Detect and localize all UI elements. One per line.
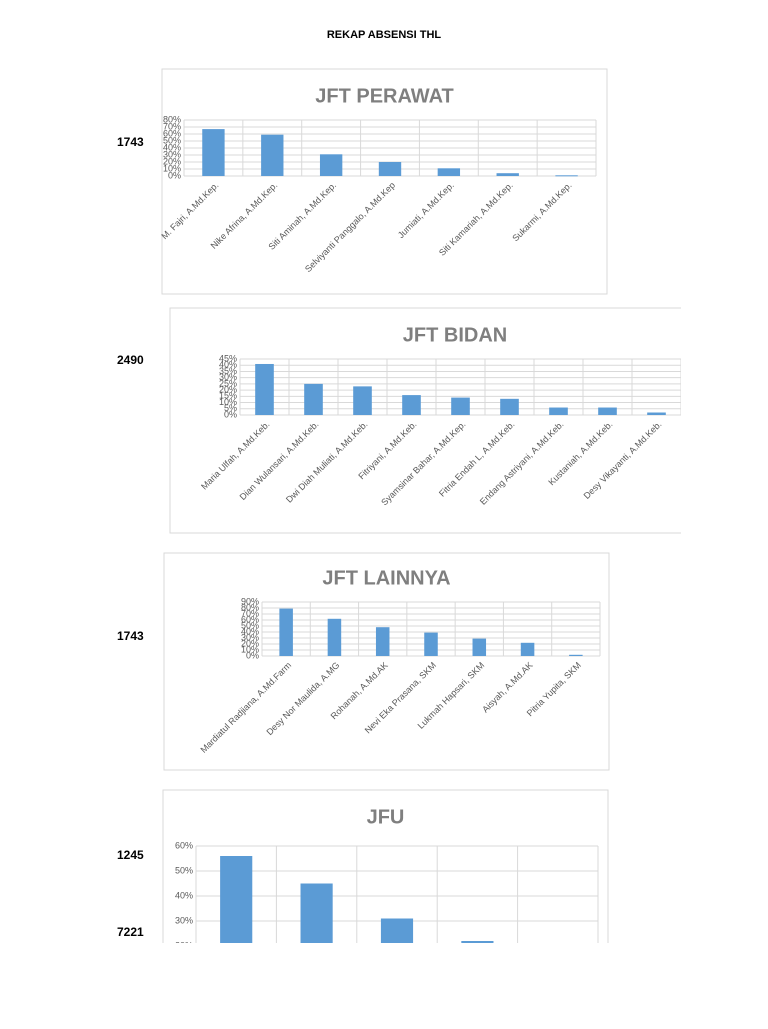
- y-tick-label: 30%: [175, 915, 193, 925]
- chart: JFT LAINNYA 0%10%20%30%40%50%60%70%80%90%…: [163, 552, 610, 771]
- side-number: 2490: [117, 353, 144, 367]
- y-tick-label: 0%: [224, 409, 237, 419]
- y-tick-label: 10%: [241, 644, 259, 654]
- y-tick-label: 15%: [219, 391, 237, 401]
- bar: [461, 941, 494, 943]
- bar: [220, 856, 253, 943]
- y-tick-label: 80%: [241, 602, 259, 612]
- y-tick-label: 40%: [163, 142, 181, 152]
- bar: [520, 642, 535, 656]
- bar: [255, 363, 274, 415]
- y-tick-label: 20%: [163, 156, 181, 166]
- doc-title: REKAP ABSENSI THL: [327, 29, 442, 41]
- y-tick-label: 25%: [219, 378, 237, 388]
- chart: JFT BIDAN0%5%10%15%20%25%30%35%40%45%Mar…: [169, 307, 713, 534]
- y-tick-label: 40%: [241, 626, 259, 636]
- y-tick-label: 60%: [175, 840, 193, 850]
- y-tick-label: 60%: [163, 128, 181, 138]
- chart-frame: [161, 68, 608, 295]
- y-tick-label: 0%: [168, 170, 181, 180]
- chart: JFT PERAWAT0%10%20%30%40%50%60%70%80%M. …: [159, 68, 608, 295]
- y-tick-label: 35%: [219, 366, 237, 376]
- y-tick-label: 70%: [241, 608, 259, 618]
- bar: [437, 168, 461, 176]
- y-tick-label: 40%: [219, 360, 237, 370]
- bar: [424, 632, 438, 656]
- y-tick-label: 80%: [163, 114, 181, 124]
- y-tick-label: 60%: [241, 614, 259, 624]
- y-tick-label: 5%: [224, 403, 237, 413]
- y-tick-label: 45%: [219, 353, 237, 363]
- bar: [555, 175, 578, 177]
- y-tick-label: 40%: [175, 890, 193, 900]
- bar: [451, 397, 470, 415]
- bar: [496, 173, 519, 176]
- y-tick-label: 0%: [180, 990, 193, 1000]
- chart: JFU 0% 10% 20% 30% 40% 50% 60%: [162, 789, 609, 1000]
- y-tick-label: 10%: [163, 163, 181, 173]
- y-tick-label: 30%: [219, 372, 237, 382]
- chart-title: JFT BIDAN: [403, 324, 507, 346]
- bar: [261, 134, 284, 176]
- bar: [319, 154, 343, 176]
- bar: [375, 627, 390, 656]
- bar: [402, 395, 421, 415]
- y-tick-label: 30%: [163, 149, 181, 159]
- side-number: 1245: [117, 848, 144, 862]
- bar: [327, 618, 342, 656]
- y-tick-label: 50%: [241, 620, 259, 630]
- chart-frame: [169, 307, 681, 534]
- bar: [549, 407, 568, 415]
- bar: [647, 412, 666, 415]
- bar: [279, 608, 293, 656]
- side-number: 7221: [117, 925, 144, 939]
- y-tick-label: 70%: [163, 121, 181, 131]
- bar: [304, 383, 323, 415]
- side-number: 1743: [117, 135, 144, 149]
- y-tick-label: 10%: [219, 397, 237, 407]
- bar: [300, 883, 333, 943]
- y-tick-label: 30%: [241, 632, 259, 642]
- chart-title: JFU: [367, 806, 405, 828]
- y-tick-label: 0%: [246, 650, 259, 660]
- bar: [472, 638, 487, 656]
- y-tick-label: 20%: [219, 384, 237, 394]
- y-tick-label: 20%: [175, 940, 193, 950]
- bar: [380, 918, 414, 943]
- bar: [598, 407, 617, 415]
- x-tick-label: Arwini, A: [681, 419, 713, 451]
- chart-frame: [163, 552, 610, 771]
- y-tick-label: 90%: [241, 596, 259, 606]
- bar: [378, 162, 402, 176]
- bar: [569, 654, 583, 656]
- side-number: 1743: [117, 629, 144, 643]
- y-tick-label: 20%: [241, 638, 259, 648]
- bar: [353, 386, 372, 415]
- y-tick-label: 50%: [163, 135, 181, 145]
- chart-title: JFT PERAWAT: [315, 85, 454, 107]
- y-tick-label: 10%: [175, 965, 193, 975]
- bar: [500, 398, 519, 415]
- bar: [202, 129, 225, 176]
- chart-title: JFT LAINNYA: [322, 567, 450, 589]
- y-tick-label: 50%: [175, 865, 193, 875]
